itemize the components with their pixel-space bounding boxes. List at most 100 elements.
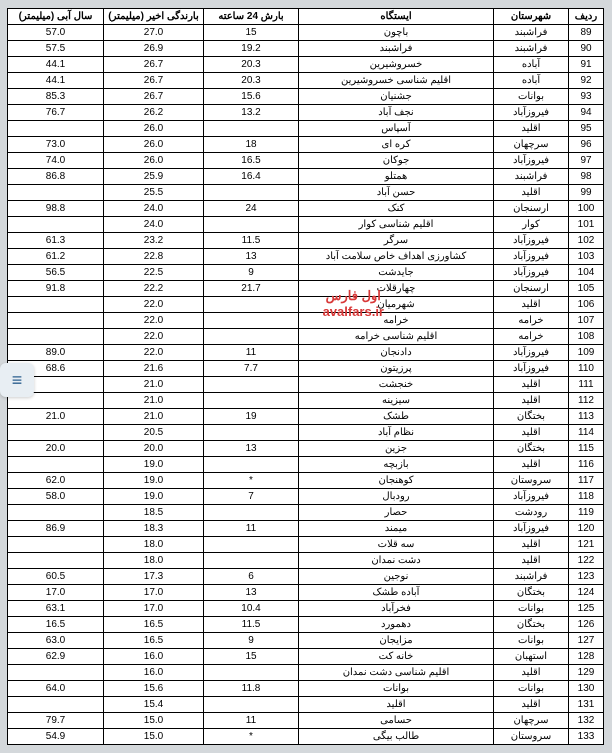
table-row: 109فیروزآباددادنجان1122.089.0 [8,345,604,361]
cell-station: خانه کت [299,649,494,665]
table-row: 103فیروزآبادکشاورزی اهداف خاص سلامت آباد… [8,249,604,265]
cell-recent: 26.0 [104,137,204,153]
cell-city: فیروزآباد [494,105,569,121]
cell-r24: 6 [204,569,299,585]
cell-station: شهرمیان [299,297,494,313]
menu-icon[interactable]: ≡ [0,363,34,397]
cell-r24: 11 [204,521,299,537]
cell-r24: 9 [204,633,299,649]
cell-r24: 16.5 [204,153,299,169]
cell-station: آسپاس [299,121,494,137]
table-row: 117سروستانکوهنجان*19.062.0 [8,473,604,489]
cell-year: 89.0 [8,345,104,361]
cell-station: جشنیان [299,89,494,105]
cell-year: 79.7 [8,713,104,729]
header-row-num: ردیف [569,9,604,25]
cell-r24: 11.5 [204,617,299,633]
cell-station: خرامه [299,313,494,329]
cell-year: 73.0 [8,137,104,153]
cell-n: 89 [569,25,604,41]
cell-recent: 24.0 [104,217,204,233]
table-row: 100ارسنجانکنک2424.098.8 [8,201,604,217]
cell-year [8,697,104,713]
cell-n: 131 [569,697,604,713]
table-row: 118فیروزآبادرودبال719.058.0 [8,489,604,505]
table-row: 99اقلیدحسن آباد25.5 [8,185,604,201]
table-row: 96سرچهانکره ای1826.073.0 [8,137,604,153]
cell-station: رودبال [299,489,494,505]
cell-recent: 19.0 [104,473,204,489]
cell-city: اقلید [494,377,569,393]
cell-r24: 13 [204,585,299,601]
cell-n: 129 [569,665,604,681]
cell-recent: 22.0 [104,313,204,329]
cell-recent: 15.4 [104,697,204,713]
cell-year [8,505,104,521]
cell-r24: * [204,473,299,489]
cell-n: 114 [569,425,604,441]
cell-recent: 21.6 [104,361,204,377]
cell-station: دادنجان [299,345,494,361]
cell-n: 100 [569,201,604,217]
cell-city: بوانات [494,633,569,649]
cell-n: 121 [569,537,604,553]
cell-city: بوانات [494,601,569,617]
cell-r24 [204,553,299,569]
cell-recent: 16.5 [104,633,204,649]
cell-city: بختگان [494,441,569,457]
cell-year: 76.7 [8,105,104,121]
cell-city: بوانات [494,681,569,697]
cell-year: 61.3 [8,233,104,249]
cell-recent: 17.0 [104,601,204,617]
table-row: 113بختگانطشک1921.021.0 [8,409,604,425]
table-row: 90فراشبندفراشبند19.226.957.5 [8,41,604,57]
cell-station: پرزیتون [299,361,494,377]
cell-station: اقلیم شناسی خسروشیرین [299,73,494,89]
table-row: 111اقلیدخنجشت21.0 [8,377,604,393]
cell-r24: 20.3 [204,73,299,89]
cell-r24 [204,393,299,409]
cell-station: کنک [299,201,494,217]
cell-year [8,217,104,233]
cell-recent: 18.0 [104,553,204,569]
cell-n: 95 [569,121,604,137]
cell-year: 16.5 [8,617,104,633]
rainfall-table: ردیف شهرستان ایستگاه بارش 24 ساعته بارند… [7,8,604,745]
cell-year: 86.9 [8,521,104,537]
table-row: 89فراشبندباچون1527.057.0 [8,25,604,41]
cell-year: 64.0 [8,681,104,697]
cell-n: 133 [569,729,604,745]
cell-recent: 26.7 [104,89,204,105]
cell-recent: 21.0 [104,393,204,409]
table-row: 131اقلیداقلید15.4 [8,697,604,713]
cell-station: جزین [299,441,494,457]
table-row: 133سروستانطالب بیگی*15.054.9 [8,729,604,745]
cell-year: 85.3 [8,89,104,105]
cell-n: 132 [569,713,604,729]
cell-recent: 21.0 [104,409,204,425]
cell-n: 103 [569,249,604,265]
cell-recent: 17.0 [104,585,204,601]
table-row: 105ارسنجانچهارقلات21.722.291.8 [8,281,604,297]
cell-n: 126 [569,617,604,633]
header-station: ایستگاه [299,9,494,25]
cell-station: نوجین [299,569,494,585]
cell-r24 [204,425,299,441]
cell-city: فراشبند [494,569,569,585]
cell-city: بختگان [494,585,569,601]
cell-recent: 15.0 [104,729,204,745]
cell-station: طالب بیگی [299,729,494,745]
cell-city: فیروزآباد [494,489,569,505]
cell-recent: 22.0 [104,297,204,313]
cell-year: 57.5 [8,41,104,57]
table-row: 98فراشبندهمتلو16.425.986.8 [8,169,604,185]
cell-n: 93 [569,89,604,105]
table-row: 128استهبانخانه کت1516.062.9 [8,649,604,665]
cell-recent: 26.2 [104,105,204,121]
table-row: 102فیروزآبادسرگر11.523.261.3 [8,233,604,249]
cell-r24 [204,185,299,201]
cell-n: 119 [569,505,604,521]
cell-r24: 20.3 [204,57,299,73]
cell-city: اقلید [494,697,569,713]
cell-city: سرچهان [494,713,569,729]
